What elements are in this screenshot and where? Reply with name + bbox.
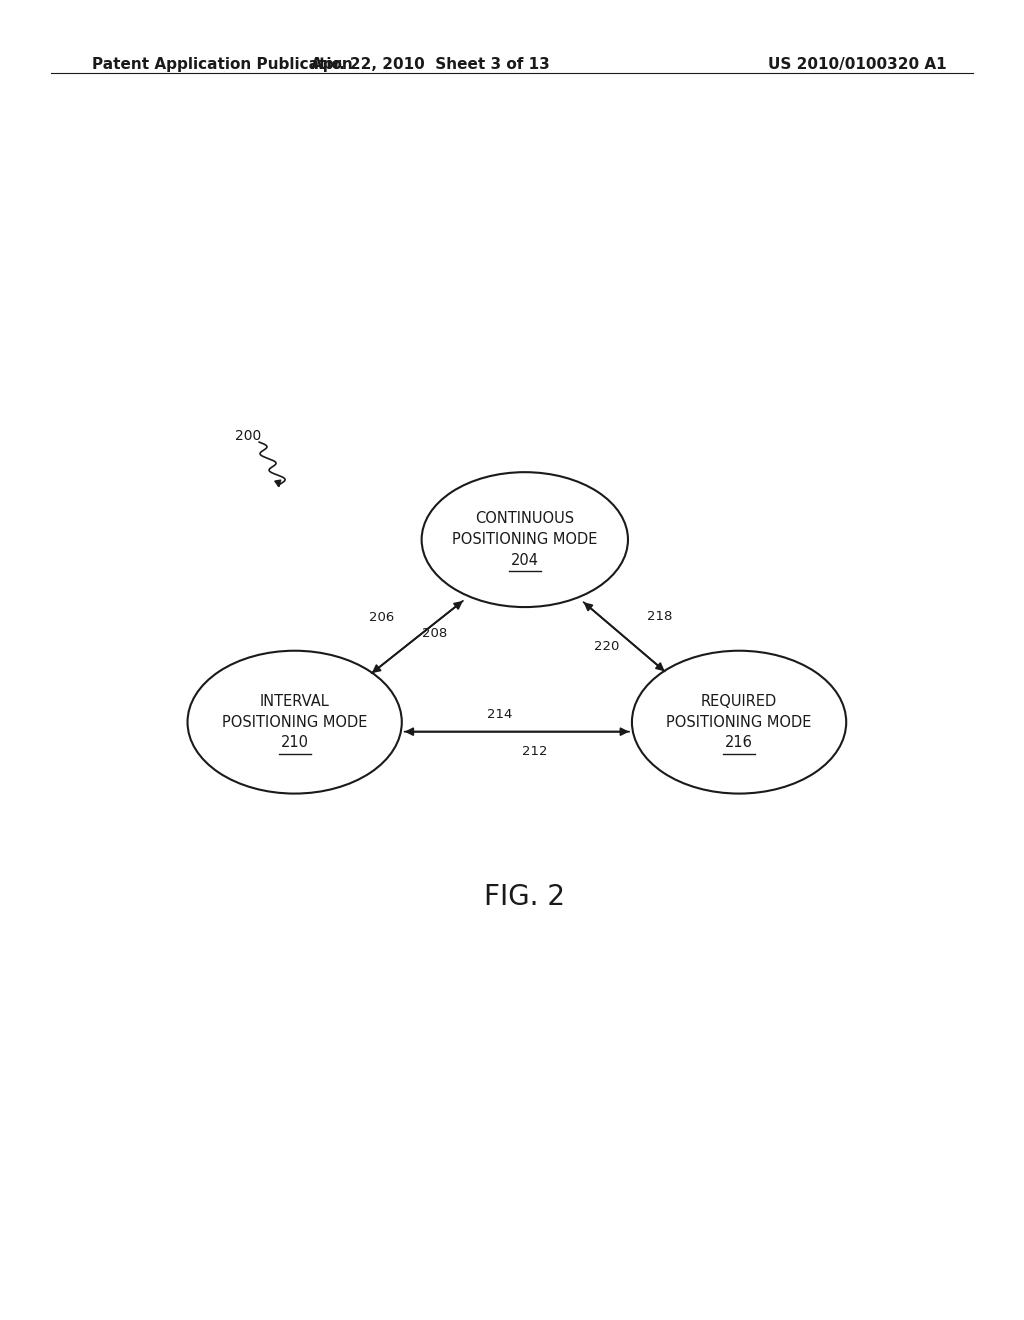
Text: REQUIRED: REQUIRED (701, 694, 777, 709)
Text: CONTINUOUS: CONTINUOUS (475, 511, 574, 527)
Text: 200: 200 (236, 429, 261, 444)
Text: POSITIONING MODE: POSITIONING MODE (222, 714, 368, 730)
Text: 210: 210 (281, 735, 308, 750)
Text: 206: 206 (369, 611, 394, 623)
Text: 218: 218 (647, 610, 673, 623)
Text: 214: 214 (486, 708, 512, 721)
Text: 220: 220 (594, 640, 620, 653)
Text: 216: 216 (725, 735, 753, 750)
Text: 208: 208 (422, 627, 447, 640)
Text: 212: 212 (521, 744, 547, 758)
Text: POSITIONING MODE: POSITIONING MODE (453, 532, 597, 546)
Text: Apr. 22, 2010  Sheet 3 of 13: Apr. 22, 2010 Sheet 3 of 13 (310, 57, 550, 71)
Text: Patent Application Publication: Patent Application Publication (92, 57, 353, 71)
Text: FIG. 2: FIG. 2 (484, 883, 565, 911)
Text: INTERVAL: INTERVAL (260, 694, 330, 709)
Text: US 2010/0100320 A1: US 2010/0100320 A1 (768, 57, 946, 71)
Text: POSITIONING MODE: POSITIONING MODE (667, 714, 812, 730)
Text: 204: 204 (511, 553, 539, 568)
